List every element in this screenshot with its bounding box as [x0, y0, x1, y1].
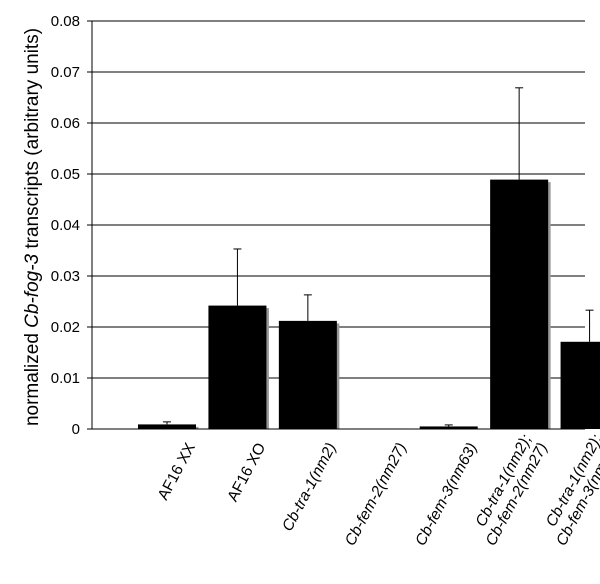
bar: [560, 341, 600, 429]
x-category-label-line: Cb-fem-2(nm27): [342, 440, 410, 548]
x-category-label-run: (nm27): [372, 440, 410, 491]
x-category-label-run: Cb-tra-1: [279, 476, 321, 534]
x-category-label: Cb-fem-2(nm27): [342, 440, 410, 548]
y-tick-label: 0.02: [51, 319, 80, 336]
x-category-label-run: (nm63): [443, 440, 481, 491]
x-category-label-line: AF16 XO: [224, 440, 269, 504]
x-category-label-run: Cb-fem-2: [342, 483, 388, 548]
x-category-label: Cb-fem-3(nm63): [412, 440, 480, 548]
x-category-label: AF16 XX: [155, 440, 199, 503]
x-category-label: AF16 XO: [224, 440, 269, 504]
error-bars: [163, 87, 594, 427]
y-axis-title-prefix: normalized: [22, 328, 43, 426]
x-category-label-run: AF16 XO: [224, 440, 269, 504]
x-category-label-run: AF16 XX: [155, 440, 199, 503]
x-category-labels: AF16 XX AF16 XOCb-tra-1(nm2)Cb-fem-2(nm27…: [155, 432, 600, 549]
y-tick-label: 0.06: [51, 115, 80, 132]
x-category-label: Cb-tra-1(nm2): [279, 440, 340, 534]
bar: [138, 424, 196, 429]
bar: [490, 179, 549, 429]
y-tick-label: 0.07: [51, 64, 80, 81]
y-tick-label: 0: [72, 421, 80, 438]
y-axis-title-gene: Cb-fog-3: [22, 253, 43, 327]
bar: [419, 426, 478, 429]
y-tick-label: 0.08: [51, 13, 80, 30]
x-category-label-run: (nm2): [306, 440, 340, 484]
x-category-label-run: Cb-fem-3: [412, 483, 458, 548]
y-tick-label: 0.03: [51, 268, 80, 285]
y-tick-label: 0.01: [51, 370, 80, 387]
y-tick-labels: 0 0.01 0.02 0.03 0.04 0.05 0.06 0.07 0.08: [51, 13, 80, 438]
y-axis-title-suffix: transcripts (arbitrary units): [22, 28, 43, 254]
y-axis-title: normalized Cb-fog-3 transcripts (arbitra…: [22, 28, 43, 426]
x-category-label-line: AF16 XX: [155, 440, 199, 503]
bars: [138, 179, 600, 430]
bar: [208, 305, 267, 429]
x-category-label-line: Cb-fem-3(nm63): [412, 440, 480, 548]
x-category-label-line: Cb-tra-1(nm2): [279, 440, 340, 534]
bar: [278, 320, 337, 429]
gridlines: [92, 20, 585, 379]
y-tick-label: 0.04: [51, 217, 80, 234]
y-tick-label: 0.05: [51, 166, 80, 183]
axes: [87, 20, 585, 430]
